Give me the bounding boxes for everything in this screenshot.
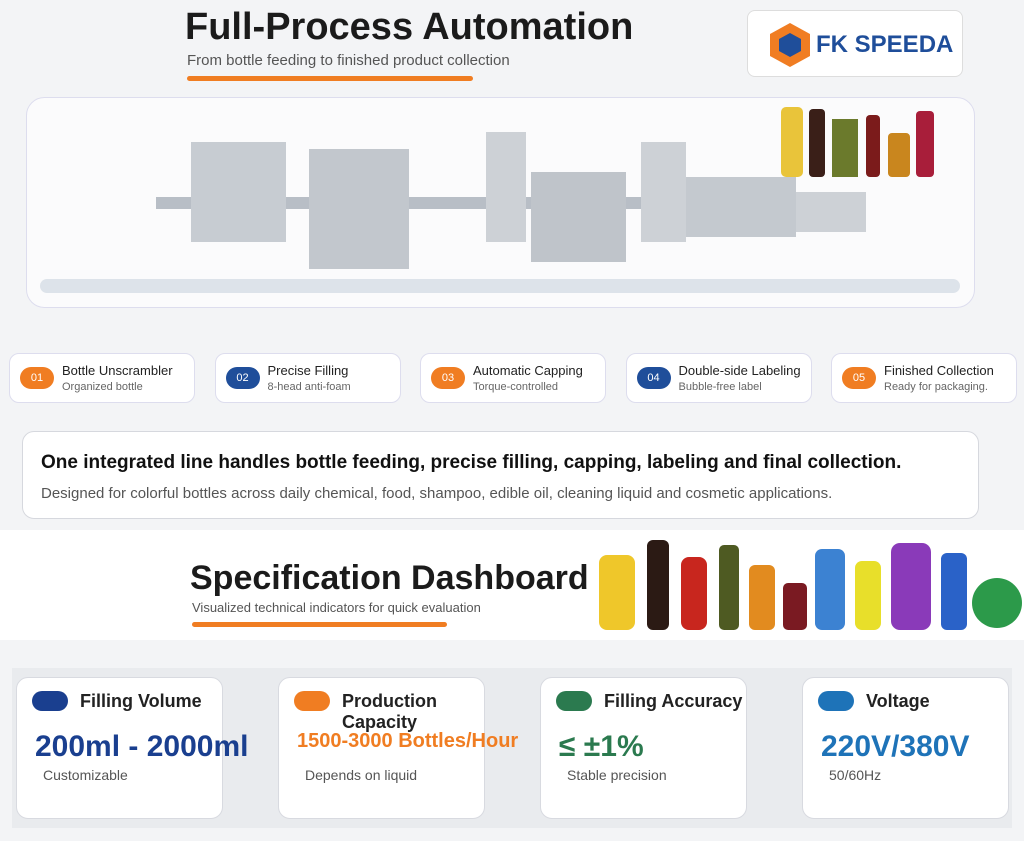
step-title: Bottle Unscrambler — [62, 363, 173, 378]
summary-description: Designed for colorful bottles across dai… — [41, 485, 833, 502]
logo-text: FK SPEEDA — [816, 31, 954, 58]
spec-value: 200ml - 2000ml — [35, 730, 249, 763]
indicator — [32, 691, 68, 711]
underline — [192, 622, 447, 627]
step-subtitle: Torque-controlled — [473, 381, 558, 393]
step-number: 05 — [842, 367, 876, 389]
step-number: 01 — [20, 367, 54, 389]
main-title: Full-Process Automation — [185, 6, 634, 48]
spec-value: 220V/380V — [821, 730, 970, 763]
spec-card: Voltage 220V/380V 50/60Hz — [802, 677, 1009, 819]
step-title: Automatic Capping — [473, 363, 583, 378]
spec-card: Filling Volume 200ml - 2000ml Customizable — [16, 677, 248, 819]
spec-label: Production Capacity — [342, 691, 437, 732]
spec-note: Stable precision — [567, 767, 667, 783]
spec-note: 50/60Hz — [829, 767, 882, 783]
underline — [187, 76, 473, 81]
logo-box: FK SPEEDA — [747, 10, 963, 77]
spec-value: ≤ ±1% — [559, 730, 644, 763]
subtitle: From bottle feeding to finished product … — [187, 52, 510, 69]
step-number: 04 — [636, 367, 671, 389]
step-title: Precise Filling — [267, 363, 349, 378]
step-card: 05 Finished Collection Ready for packaging… — [831, 353, 1017, 403]
spec-label: Voltage — [866, 691, 930, 711]
spec-title: Specification Dashboard — [190, 559, 589, 597]
spec-note: Customizable — [43, 767, 128, 783]
spec-label: Filling Volume — [80, 691, 202, 711]
spec-value: 1500-3000 Bottles/Hour — [297, 730, 519, 752]
step-subtitle: 8-head anti-foam — [267, 381, 351, 393]
step-number: 03 — [431, 367, 465, 389]
step-title: Double-side Labeling — [678, 363, 801, 378]
spec-subtitle: Visualized technical indicators for quic… — [192, 600, 481, 615]
summary-headline: One integrated line handles bottle feedi… — [41, 452, 902, 473]
spec-label: Filling Accuracy — [604, 691, 743, 711]
step-subtitle: Bubble-free label — [678, 381, 762, 393]
summary-box: One integrated line handles bottle feedi… — [22, 431, 979, 519]
step-card: 02 Precise Filling 8-head anti-foam — [214, 353, 401, 403]
step-number: 02 — [225, 367, 260, 389]
machine-illustration — [26, 97, 975, 308]
step-card: 01 Bottle Unscrambler Organized bottle — [9, 353, 195, 403]
step-subtitle: Organized bottle — [62, 381, 143, 393]
step-card: 03 Automatic Capping Torque-controlled — [420, 353, 606, 403]
logo-icon — [770, 23, 810, 67]
indicator — [294, 691, 330, 711]
spec-card: Filling Accuracy ≤ ±1% Stable precision — [540, 677, 747, 819]
bottle-illustration — [599, 540, 1022, 630]
step-title: Finished Collection — [884, 363, 994, 378]
step-subtitle: Ready for packaging. — [884, 381, 988, 393]
spec-card: Production Capacity 1500-3000 Bottles/Hou… — [278, 677, 518, 819]
indicator — [818, 691, 854, 711]
spec-header-bg — [0, 530, 1024, 640]
indicator — [556, 691, 592, 711]
step-card: 04 Double-side Labeling Bubble-free label — [625, 353, 812, 403]
spec-note: Depends on liquid — [305, 767, 418, 783]
